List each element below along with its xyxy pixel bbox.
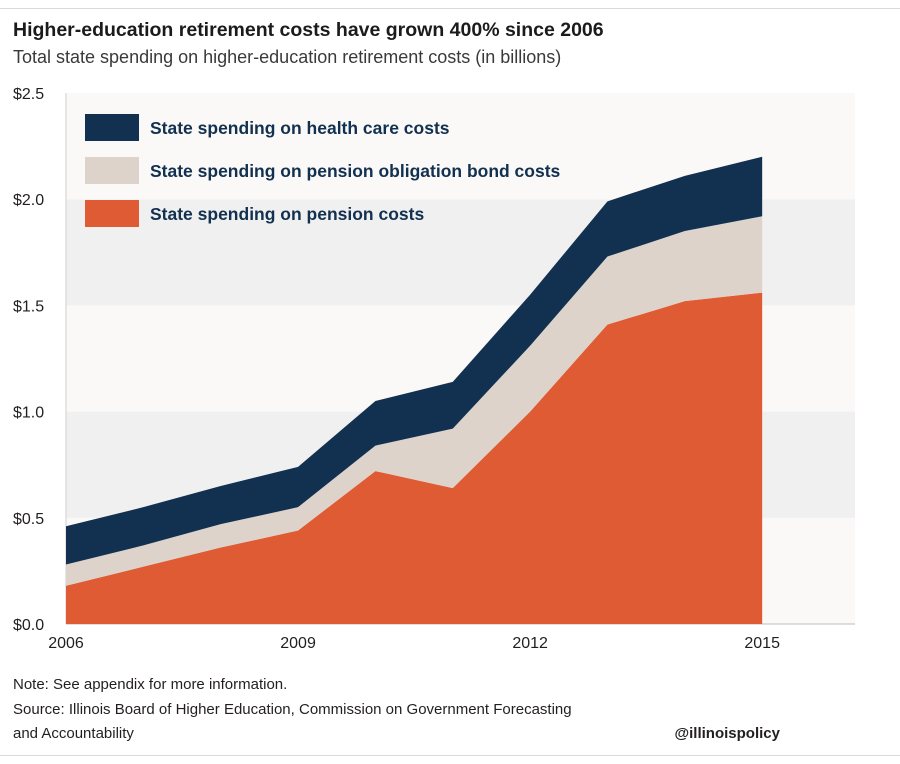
health-care-area [66, 156, 763, 565]
legend-health-care-label: State spending on health care costs [150, 118, 450, 138]
y-tick-label: $1.5 [13, 298, 44, 315]
bottom-rule [0, 755, 900, 756]
y-tick-label: $0.0 [13, 617, 44, 634]
pension-area [66, 292, 763, 624]
legend-health-care-swatch [85, 114, 139, 141]
source-text-line1: Source: Illinois Board of Higher Educati… [13, 701, 572, 718]
legend-pension-label: State spending on pension costs [150, 204, 424, 224]
note-text: Note: See appendix for more information. [13, 676, 288, 693]
area-chart: $0.0 $0.5 $1.0 $1.5 $2.0 $2.5 2006 2009 2012 2015… [13, 86, 855, 652]
legend-pension-bond-swatch [85, 157, 139, 184]
twitter-handle[interactable]: @illinoispolicy [674, 725, 780, 742]
y-tick-label: $2.0 [13, 192, 44, 209]
top-rule [0, 8, 900, 9]
x-tick-label: 2012 [512, 635, 548, 652]
y-tick-label: $2.5 [13, 86, 44, 103]
y-tick-label: $1.0 [13, 405, 44, 422]
chart-subtitle: Total state spending on higher-education… [13, 47, 562, 67]
x-tick-label: 2015 [744, 635, 780, 652]
legend-pension-swatch [85, 200, 139, 227]
x-tick-label: 2006 [48, 635, 84, 652]
y-tick-label: $0.5 [13, 511, 44, 528]
pension-bond-area [66, 216, 763, 586]
x-tick-label: 2009 [280, 635, 316, 652]
legend-pension-bond-label: State spending on pension obligation bon… [150, 161, 561, 181]
source-text-line2: and Accountability [13, 725, 134, 742]
chart-title: Higher-education retirement costs have g… [13, 19, 604, 41]
